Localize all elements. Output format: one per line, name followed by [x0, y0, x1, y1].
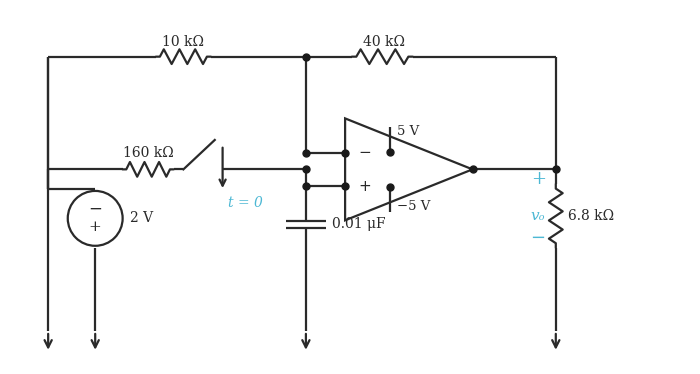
Text: −: −: [88, 201, 102, 218]
Text: 2 V: 2 V: [130, 211, 153, 226]
Text: −: −: [359, 145, 372, 160]
Text: 160 kΩ: 160 kΩ: [122, 145, 174, 160]
Text: 6.8 kΩ: 6.8 kΩ: [568, 209, 614, 223]
Text: +: +: [359, 178, 372, 193]
Text: 0.01 μF: 0.01 μF: [332, 218, 386, 232]
Text: t = 0: t = 0: [228, 196, 262, 210]
Text: 10 kΩ: 10 kΩ: [162, 35, 204, 49]
Text: −5 V: −5 V: [396, 200, 430, 213]
Text: +: +: [89, 220, 102, 234]
Text: 5 V: 5 V: [396, 125, 419, 138]
Text: −: −: [531, 229, 546, 247]
Text: 40 kΩ: 40 kΩ: [363, 35, 405, 49]
Text: vₒ: vₒ: [531, 209, 545, 223]
Text: +: +: [531, 170, 546, 188]
